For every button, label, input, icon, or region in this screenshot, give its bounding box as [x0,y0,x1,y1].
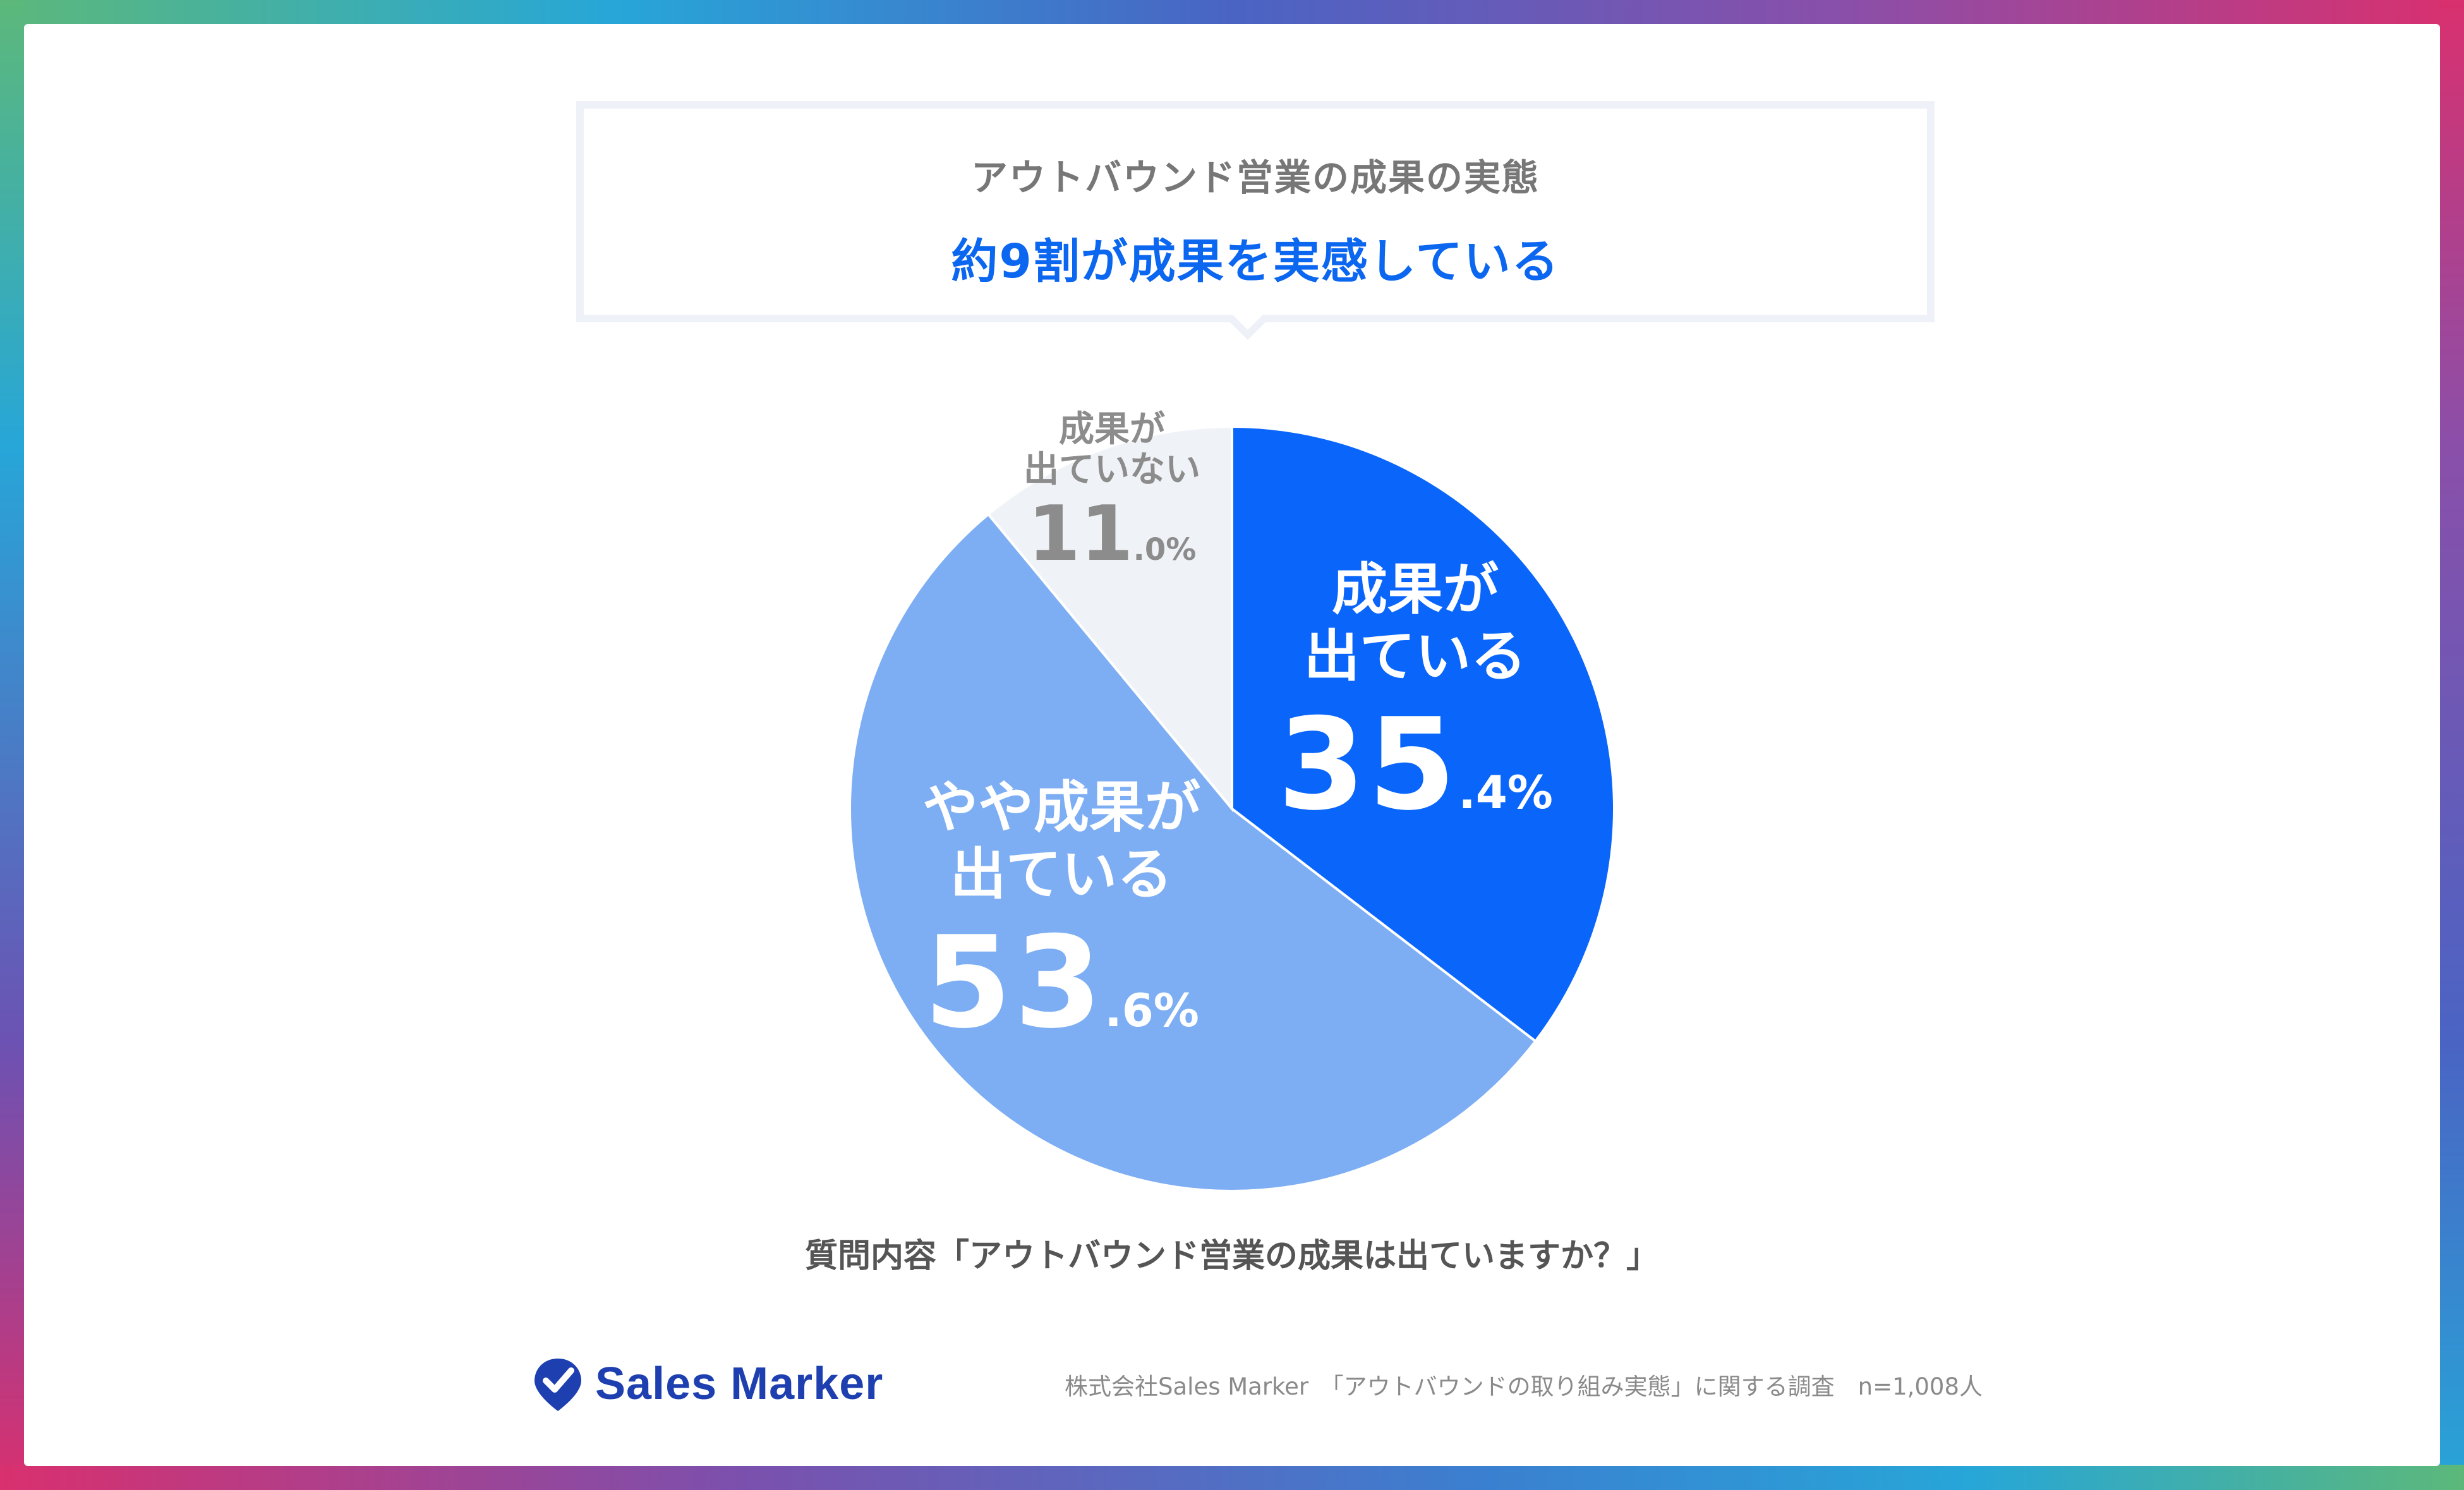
slice-label-result: 成果が 出ている 35.4% [1264,556,1567,841]
pin-check-icon [534,1359,581,1411]
subtitle: アウトバウンド営業の成果の実態 [970,156,1540,199]
logo-text: Sales Marker [595,1359,884,1409]
slice-value-dec: .4% [1458,766,1553,820]
slice-value: 35.4% [1264,689,1567,841]
frame-left [0,0,25,1490]
sales-marker-logo: Sales Marker [529,1352,883,1415]
slice-label-somewhat: やや成果が 出ている 53.6% [872,774,1251,1059]
pie-slice-result [1231,425,1615,1043]
frame-bottom [0,1465,2464,1490]
slice-value: 53.6% [872,907,1251,1059]
slice-category: やや成果が [922,775,1200,840]
slice-category: 出ている [1303,623,1526,689]
footer-source: 株式会社Sales Marker 「アウトバウンドの取り組み実態」に関する調査 … [1065,1373,1983,1400]
slice-category: 成果が [1331,557,1499,622]
pie-slice-somewhat [849,512,1538,1192]
pie-slice-none [986,425,1233,813]
slice-value-int: 11 [1027,490,1133,578]
question-text: 質問内容「アウトバウンド営業の成果は出ていますか？」 [804,1237,1659,1275]
slice-value-int: 35 [1277,691,1459,839]
slice-category: 出ている [950,841,1173,907]
title: 約9割が成果を実感している [951,234,1560,289]
slice-value: 11.0% [986,490,1238,578]
headline-bubble: アウトバウンド営業の成果の実態 約9割が成果を実感している [576,101,1935,322]
slice-category: 出ていない [1024,449,1200,491]
slice-label-none: 成果が 出ていない 11.0% [986,409,1238,578]
slice-category: 成果が [1059,409,1165,450]
slice-value-dec: .0% [1133,531,1197,567]
pie-chart [849,425,1615,1192]
frame-right [2439,0,2464,1490]
slice-value-dec: .6% [1104,984,1199,1038]
slice-value-int: 53 [924,909,1105,1057]
bubble-tail-inner [1233,315,1263,330]
